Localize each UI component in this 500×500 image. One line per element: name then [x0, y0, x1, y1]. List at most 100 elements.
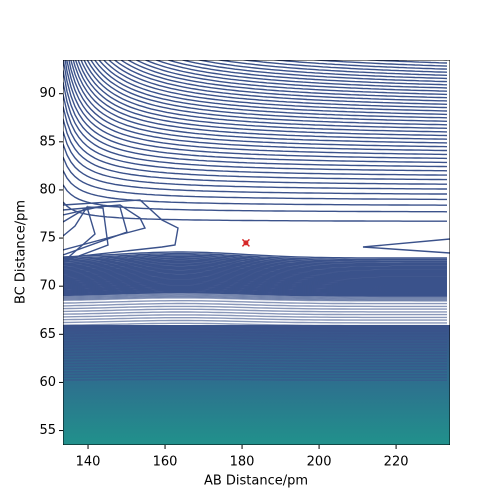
contour-line [63, 254, 447, 262]
contour-line [63, 252, 447, 261]
contour-line [63, 294, 447, 299]
x-tick-label: 140 [76, 455, 101, 470]
contour-line [80, 60, 448, 133]
contour-line [179, 60, 448, 83]
contour-line [63, 0, 447, 54]
contour-line [63, 251, 447, 259]
contour-line [63, 305, 447, 310]
contour-line [63, 264, 447, 271]
contour-line [119, 60, 448, 102]
contour-line [215, 60, 448, 76]
contour-line [63, 273, 447, 280]
contour-line [63, 283, 447, 289]
contour-line [63, 359, 447, 362]
contour-line [63, 291, 447, 297]
contour-line [63, 0, 447, 45]
y-axis-label: BC Distance/pm [14, 200, 29, 304]
contour-line [86, 60, 448, 126]
contour-line [63, 143, 447, 195]
contour-line [66, 60, 447, 156]
contour-line [63, 288, 447, 294]
contour-line [63, 70, 448, 168]
contour-line [63, 0, 447, 51]
contour-line [63, 118, 447, 185]
contour-line [63, 319, 447, 324]
contour-line [63, 257, 447, 265]
contour-line [63, 286, 447, 292]
contour-line [63, 131, 447, 190]
x-tick-label: 200 [307, 455, 332, 470]
contour-line [195, 60, 448, 80]
contour-line [113, 60, 448, 105]
contour-line [63, 350, 447, 354]
contour-line [63, 331, 447, 335]
contour-line [63, 279, 447, 285]
y-tick-label: 80 [39, 182, 56, 197]
contour-line [63, 260, 447, 268]
contour-line [63, 361, 447, 365]
contour-line [63, 269, 447, 276]
x-tick-label: 180 [230, 455, 255, 470]
contour-line [63, 270, 447, 277]
contour-line [63, 378, 447, 381]
contour-line [63, 106, 447, 181]
contour-line [63, 317, 447, 321]
contour-line [63, 259, 447, 267]
contour-line [63, 204, 147, 251]
contour-line [165, 60, 448, 86]
contour-line [63, 356, 447, 360]
contour-line [68, 60, 447, 152]
contour-line [93, 60, 448, 119]
contour-line [63, 60, 447, 164]
contour-line [126, 60, 448, 99]
contour-line [63, 293, 447, 298]
contour-line [63, 275, 447, 282]
contour-line [356, 60, 448, 64]
plot-area [63, 0, 450, 445]
contour-line [72, 60, 448, 144]
contour-line [63, 263, 447, 270]
contour-line [98, 60, 448, 116]
contour-line [63, 0, 447, 57]
contour-line [63, 287, 447, 293]
contour-line [107, 60, 448, 109]
contour-line [63, 339, 447, 343]
contour-line [63, 267, 447, 275]
contour-line [63, 201, 447, 222]
contour-line [63, 367, 447, 370]
y-tick-label: 60 [39, 375, 56, 390]
contour-line [143, 60, 448, 92]
contour-line [63, 328, 447, 332]
contour-line [63, 373, 447, 376]
contour-line [70, 60, 448, 148]
x-tick-label: 160 [153, 455, 178, 470]
x-tick-label: 220 [384, 455, 409, 470]
contour-line [63, 0, 447, 48]
contour-line [63, 255, 447, 263]
contour-line [63, 345, 447, 349]
contour-line [63, 280, 447, 286]
contour-line [74, 60, 448, 140]
contour-line [63, 281, 447, 287]
contour-line [63, 353, 447, 357]
contour-line [63, 336, 447, 340]
contour-line [362, 238, 450, 254]
contour-line [102, 60, 448, 112]
minimum-marker [241, 238, 250, 247]
contour-line [63, 375, 447, 379]
contour-line [426, 60, 447, 61]
contour-line [63, 282, 447, 288]
contour-line [63, 156, 447, 201]
contour-line [90, 60, 448, 122]
contour-line [63, 325, 447, 330]
y-tick-label: 85 [39, 134, 56, 149]
y-tick-label: 55 [39, 423, 56, 438]
contour-line [63, 262, 447, 269]
contour-line [63, 258, 447, 266]
contour-line [63, 297, 447, 302]
contour-line [64, 60, 448, 160]
contour-line [63, 265, 447, 273]
contour-line [63, 272, 447, 279]
contour-line [154, 60, 448, 89]
